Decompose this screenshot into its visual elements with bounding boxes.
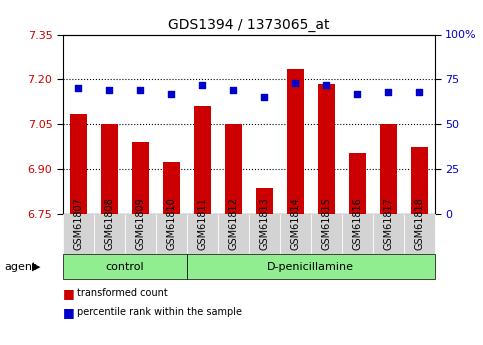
Point (291, 80, 299, 86)
Text: transformed count: transformed count (77, 288, 168, 298)
Point (354, 91, 361, 97)
Text: agent: agent (5, 262, 37, 272)
Bar (287, 69, 304, 214)
Bar (163, 161, 180, 214)
Text: GSM61807: GSM61807 (73, 197, 83, 250)
Bar (101, 124, 118, 214)
Bar (380, 124, 397, 214)
Bar (225, 124, 242, 214)
Point (415, 89, 423, 95)
Text: GSM61815: GSM61815 (321, 197, 331, 250)
Text: ▶: ▶ (32, 262, 41, 272)
Bar (70, 114, 87, 214)
Text: ■: ■ (63, 306, 74, 319)
Text: control: control (105, 262, 144, 272)
Text: GSM61809: GSM61809 (135, 197, 145, 250)
Point (384, 89, 392, 95)
Point (168, 91, 175, 97)
Text: GSM61817: GSM61817 (383, 197, 393, 250)
Point (74, 86, 82, 91)
Text: GSM61818: GSM61818 (414, 197, 424, 250)
Text: GSM61816: GSM61816 (352, 197, 362, 250)
Title: GDS1394 / 1373065_at: GDS1394 / 1373065_at (168, 18, 329, 32)
Bar (318, 84, 335, 214)
Text: percentile rank within the sample: percentile rank within the sample (77, 307, 242, 317)
Bar (132, 142, 149, 214)
Point (229, 87, 237, 93)
Point (105, 87, 113, 93)
Point (136, 87, 144, 93)
Text: ■: ■ (63, 287, 74, 300)
Bar (194, 106, 211, 214)
Point (260, 95, 268, 100)
Text: GSM61814: GSM61814 (290, 197, 300, 250)
Text: GSM61808: GSM61808 (104, 197, 114, 250)
Point (199, 82, 206, 88)
Text: GSM61813: GSM61813 (259, 197, 269, 250)
Bar (256, 188, 273, 214)
Text: D-penicillamine: D-penicillamine (267, 262, 354, 272)
Bar (349, 152, 366, 214)
Point (322, 82, 330, 88)
Bar (411, 147, 428, 214)
Text: GSM61811: GSM61811 (197, 197, 207, 250)
Text: GSM61812: GSM61812 (228, 197, 238, 250)
Text: GSM61810: GSM61810 (166, 197, 176, 250)
